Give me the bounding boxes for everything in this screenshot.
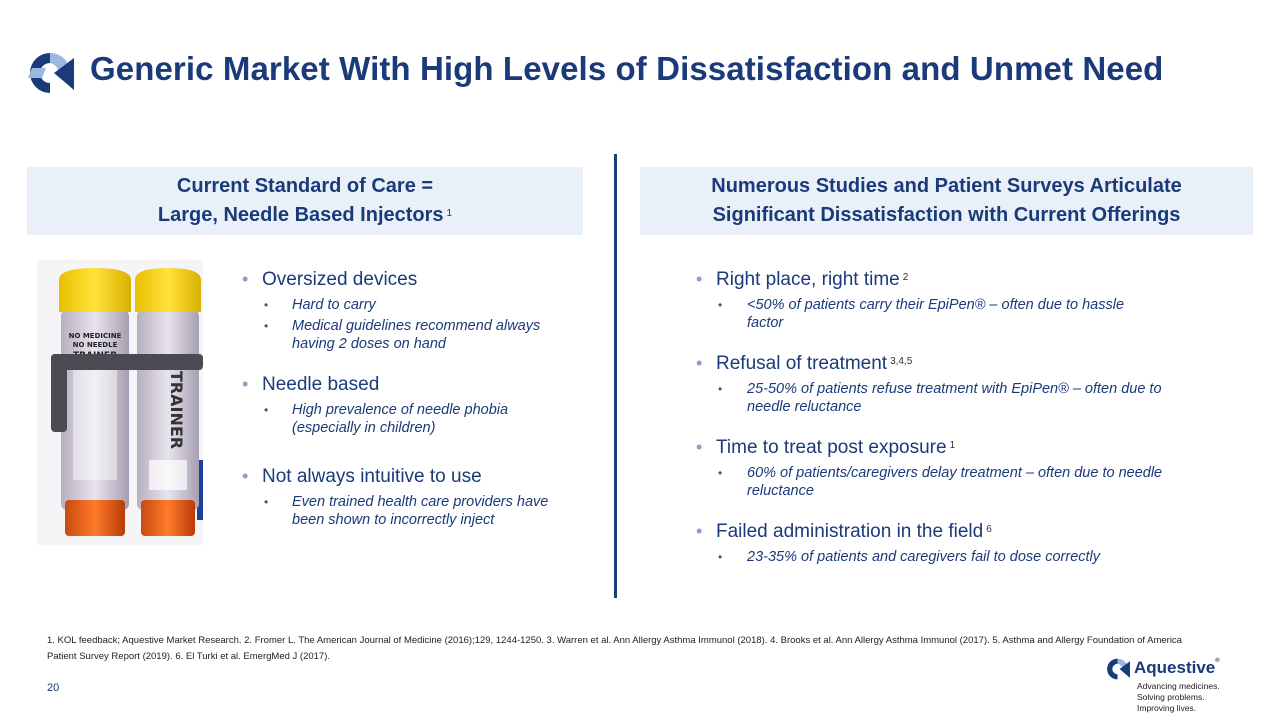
bullet-text: Right place, right time — [716, 269, 900, 290]
sub-bullet-text: 60% of patients/caregivers delay treatme… — [694, 464, 1164, 500]
sub-bullet-text: Medical guidelines recommend always havi… — [240, 317, 580, 353]
left-header-line2-wrap: Large, Needle Based Injectors 1 — [158, 201, 452, 230]
left-column-header: Current Standard of Care = Large, Needle… — [27, 167, 583, 235]
sub-bullet-text: Hard to carry — [240, 296, 580, 314]
brand-block: Aquestive® Advancing medicines. Solving … — [1104, 655, 1234, 717]
device-label-right: TRAINER — [167, 371, 186, 449]
svg-text:NO NEEDLE: NO NEEDLE — [73, 341, 118, 349]
left-header-line2: Large, Needle Based Injectors — [157, 204, 444, 226]
left-header-line1: Current Standard of Care = — [176, 175, 434, 197]
bullet-text: Oversized devices — [240, 266, 580, 293]
sub-bullet-text: <50% of patients carry their EpiPen® – o… — [694, 296, 1164, 332]
bullet-text: Refusal of treatment — [716, 353, 888, 374]
right-header-line2: Significant Dissatisfaction with Current… — [712, 204, 1181, 226]
right-column-header: Numerous Studies and Patient Surveys Art… — [640, 167, 1253, 235]
bullet-ref: 2 — [902, 272, 909, 283]
right-header-line1: Numerous Studies and Patient Surveys Art… — [711, 175, 1182, 197]
bullet-ref: 1 — [949, 440, 956, 451]
tagline-line: Solving problems. — [1137, 692, 1205, 702]
page-number: 20 — [47, 682, 60, 694]
svg-text:NO MEDICINE: NO MEDICINE — [69, 332, 122, 340]
brand-tagline: Advancing medicines. Solving problems. I… — [1137, 681, 1220, 714]
left-header-ref: 1 — [446, 208, 453, 219]
aquestive-logo-icon — [28, 52, 74, 93]
tagline-line: Improving lives. — [1137, 703, 1197, 713]
footnotes: 1. KOL feedback; Aquestive Market Resear… — [47, 635, 1182, 662]
left-bullet-list: Oversized devices Hard to carry Medical … — [240, 266, 580, 547]
brand-reg: ® — [1215, 658, 1220, 664]
brand-name: Aquestive — [1134, 658, 1216, 677]
aquestive-brand-icon — [1107, 658, 1130, 680]
sub-bullet-text: 25-50% of patients refuse treatment with… — [694, 380, 1164, 416]
auto-injector-photo: NO MEDICINE NO NEEDLE TRAINER TRAINER — [37, 260, 203, 545]
bullet-ref: 3,4,5 — [890, 356, 913, 367]
sub-bullet-text: Even trained health care providers have … — [240, 493, 580, 529]
sub-bullet-text: High prevalence of needle phobia (especi… — [240, 401, 580, 437]
bullet-ref: 6 — [986, 524, 992, 535]
bullet-text: Failed administration in the field — [716, 521, 984, 542]
list-item: Oversized devices Hard to carry Medical … — [240, 266, 580, 353]
sub-bullet-text: 23-35% of patients and caregivers fail t… — [694, 548, 1164, 566]
list-item: Needle based High prevalence of needle p… — [240, 371, 580, 437]
tagline-line: Advancing medicines. — [1137, 681, 1220, 691]
bullet-text: Not always intuitive to use — [240, 463, 580, 490]
column-divider — [614, 154, 617, 598]
bullet-text: Time to treat post exposure — [716, 437, 947, 458]
page-title: Generic Market With High Levels of Dissa… — [90, 50, 1164, 87]
list-item: Not always intuitive to use Even trained… — [240, 463, 580, 529]
brand-name-wrap: Aquestive® — [1134, 658, 1220, 678]
bullet-text: Needle based — [240, 371, 580, 398]
